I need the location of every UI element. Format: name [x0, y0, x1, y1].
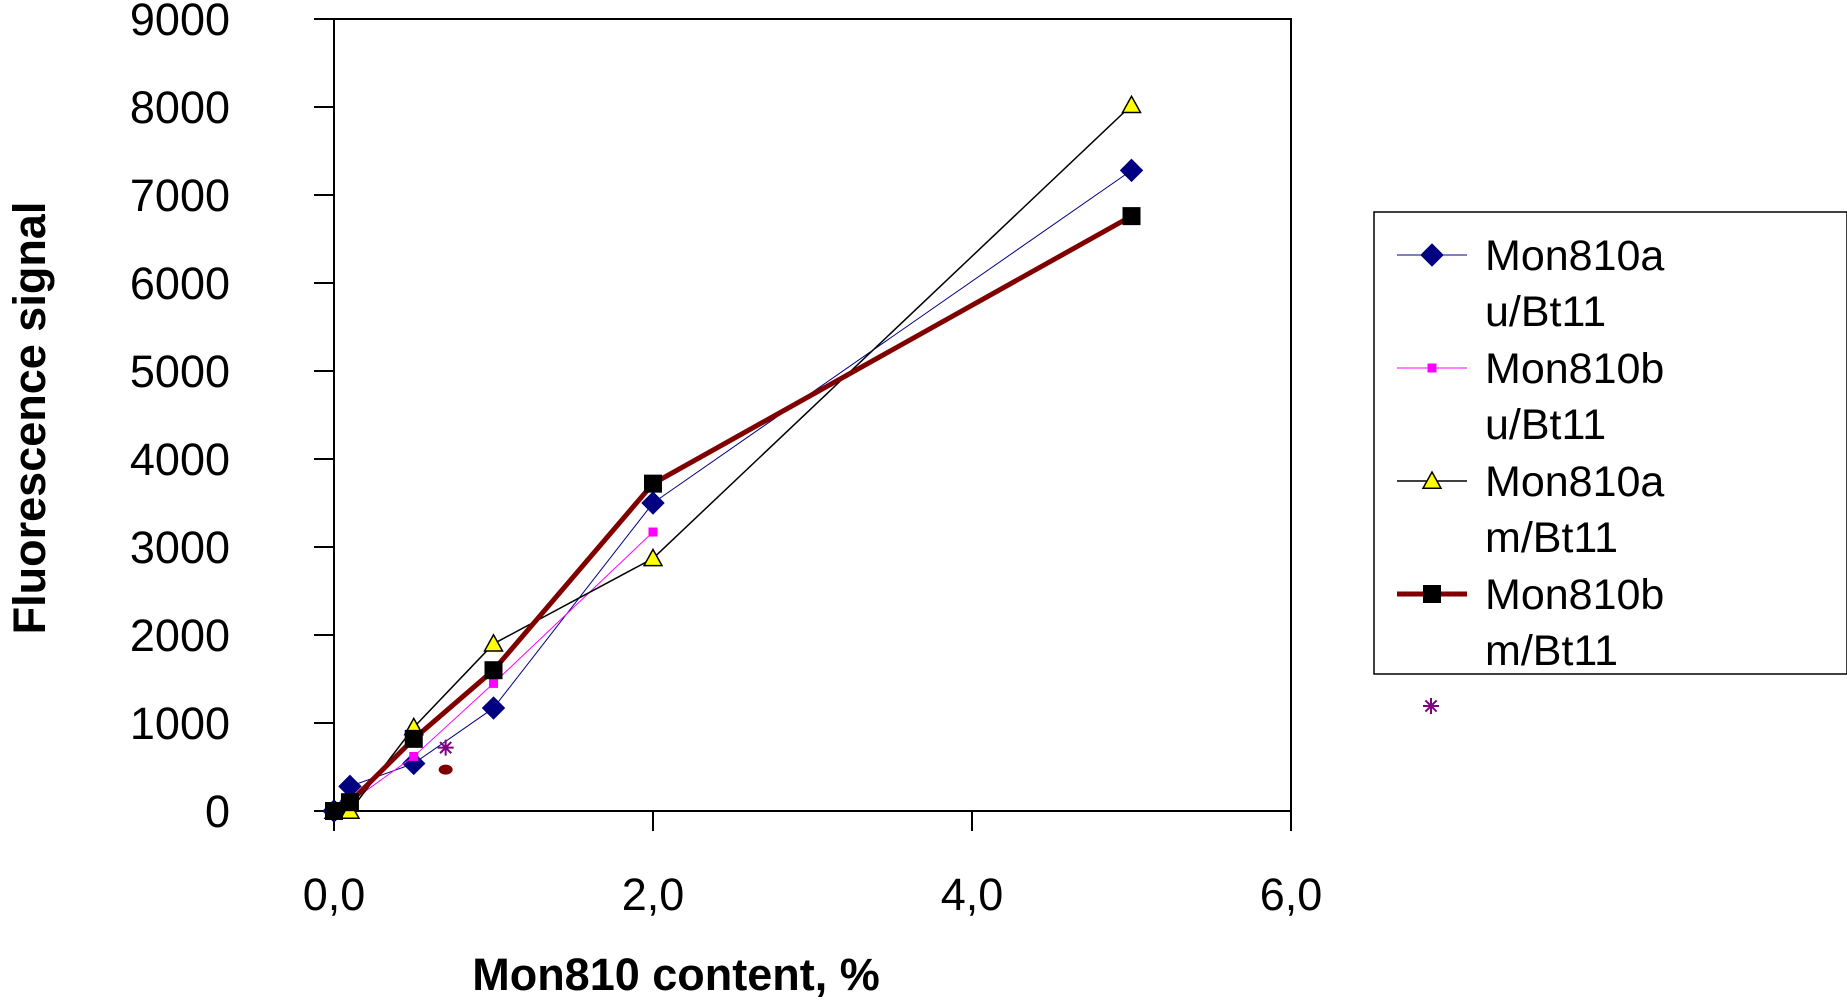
- legend-label: Mon810a: [1485, 232, 1664, 280]
- x-tick-label: 4,0: [941, 869, 1004, 920]
- data-point: [402, 751, 426, 776]
- legend-label: m/Bt11: [1485, 514, 1618, 562]
- x-axis-title: Mon810 content, %: [472, 949, 880, 1000]
- y-tick-label: 4000: [130, 434, 230, 485]
- y-axis-title: Fluorescence signal: [4, 202, 55, 635]
- legend-item: Mon810a u/Bt11: [1397, 232, 1664, 336]
- x-tick-label: 0,0: [303, 869, 366, 920]
- legend-marker: [1421, 470, 1443, 489]
- x-tick-label: 2,0: [622, 869, 685, 920]
- y-tick-label: 0: [205, 786, 230, 837]
- y-tick-label: 6000: [130, 258, 230, 309]
- y-tick-label: 9000: [130, 0, 230, 45]
- data-point: [644, 474, 662, 493]
- extra-point: [438, 764, 453, 775]
- data-point: [481, 696, 506, 720]
- data-point: [404, 729, 423, 748]
- data-point: [648, 527, 658, 537]
- data-point: [483, 633, 504, 652]
- data-point: [340, 793, 359, 812]
- series-4: [325, 207, 1141, 820]
- data-point: [409, 751, 419, 761]
- legend-label: Mon810b: [1485, 345, 1664, 393]
- legend-item: Mon810b m/Bt11: [1397, 571, 1664, 675]
- legend-extra-marker: [1423, 698, 1439, 714]
- data-point: [1121, 94, 1142, 114]
- data-point: [642, 547, 664, 567]
- y-tick-label: 7000: [130, 170, 230, 221]
- data-point: [484, 661, 503, 680]
- data-point: [489, 678, 498, 688]
- legend-label: Mon810b: [1485, 571, 1664, 619]
- y-tick-label: 2000: [130, 610, 230, 661]
- legend-marker: [1420, 243, 1444, 267]
- y-tick-label: 3000: [130, 522, 230, 573]
- plot-area: [333, 18, 1292, 812]
- legend-marker: [1423, 585, 1441, 603]
- plot-frame: [333, 18, 1292, 812]
- legend-label: m/Bt11: [1485, 627, 1618, 675]
- legend-box: [1373, 211, 1847, 675]
- data-point: [1122, 207, 1141, 226]
- legend-item: Mon810b u/Bt11: [1397, 345, 1664, 449]
- data-point: [641, 491, 665, 515]
- legend-marker: [1427, 363, 1437, 373]
- series-group: [322, 94, 1144, 823]
- x-tick-label: 6,0: [1260, 869, 1323, 920]
- legend-label: u/Bt11: [1485, 401, 1606, 449]
- legend: Mon810au/Bt11Mon810bu/Bt11Mon810am/Bt11M…: [1373, 211, 1847, 714]
- legend-label: Mon810a: [1485, 458, 1664, 506]
- legend-item: Mon810a m/Bt11: [1397, 458, 1664, 562]
- extra-point: [437, 739, 454, 756]
- y-tick-label: 8000: [130, 82, 230, 133]
- y-tick-label: 1000: [130, 698, 230, 749]
- axes: 0 1000 2000 3000 4000 5000 6000 7000 8000 9000 0,0…: [130, 0, 1322, 920]
- legend-label: u/Bt11: [1485, 288, 1606, 336]
- data-point: [1119, 158, 1144, 183]
- series-1: [322, 158, 1144, 823]
- data-point: [325, 802, 343, 820]
- y-tick-label: 5000: [130, 346, 230, 397]
